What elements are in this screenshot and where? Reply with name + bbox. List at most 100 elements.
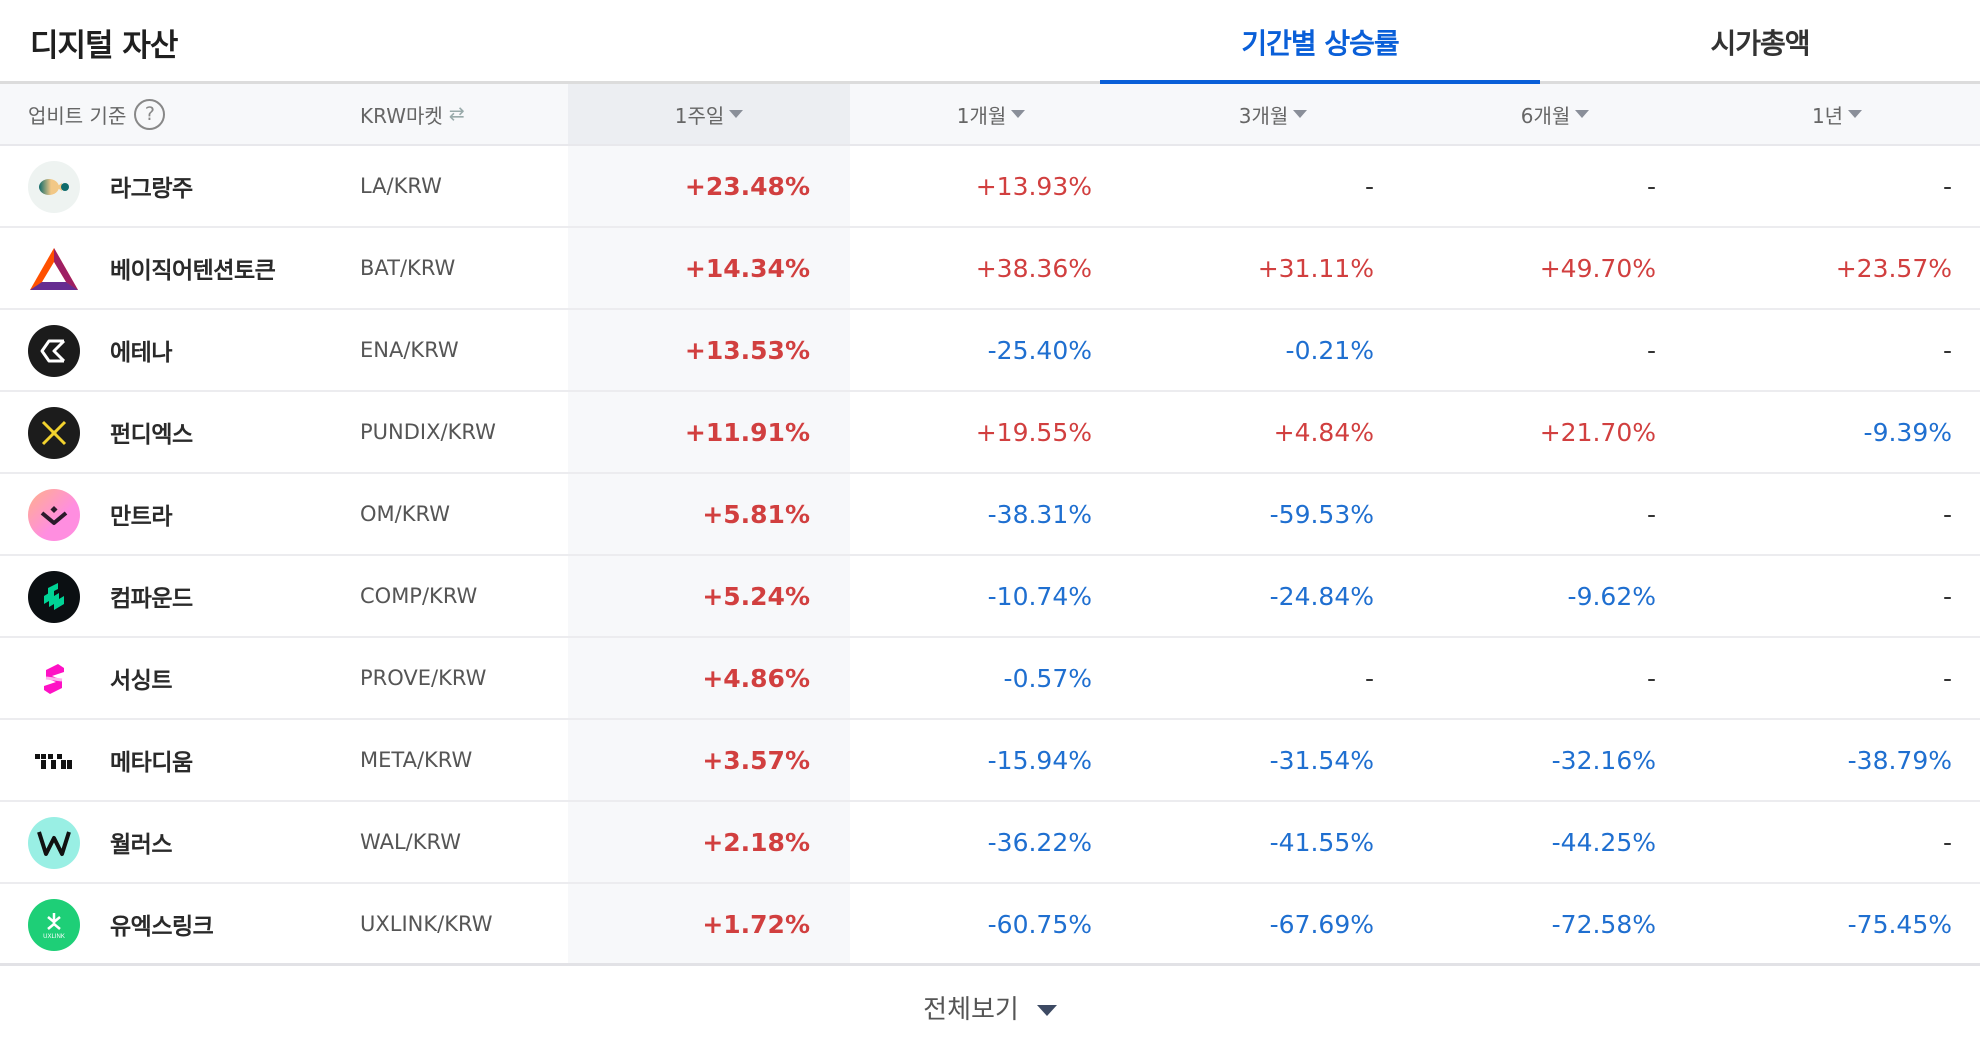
change-1month: +38.36% [975,253,1092,283]
change-6month: -72.58% [1551,909,1656,939]
tab-period-return[interactable]: 기간별 상승률 [1100,0,1540,87]
table-body: 라그랑주 LA/KRW +23.48% +13.93% - - - 베이직어텐션… [0,146,1980,966]
change-1month: -25.40% [987,335,1092,365]
compound-icon [28,571,80,623]
coin-name: 펀디엑스 [110,422,193,448]
coin-market: LA/KRW [360,174,442,198]
caret-down-icon [1575,110,1590,118]
period-label: 1년 [1811,103,1844,128]
change-1week: +14.34% [684,253,810,283]
change-1month: -38.31% [987,499,1092,529]
change-1year: - [1942,335,1952,365]
change-1week: +2.18% [702,827,810,857]
change-1year: -75.45% [1847,909,1952,939]
table-row[interactable]: 월러스 WAL/KRW +2.18% -36.22% -41.55% -44.2… [0,802,1980,884]
change-1year: - [1942,171,1952,201]
change-3month: -24.84% [1269,581,1374,611]
caret-down-icon [729,110,744,118]
table-row[interactable]: 만트라 OM/KRW +5.81% -38.31% -59.53% - - [0,474,1980,556]
change-6month: - [1646,663,1656,693]
change-1year: - [1942,499,1952,529]
coin-market: PROVE/KRW [360,666,487,690]
caret-down-icon [1848,110,1863,118]
table-row[interactable]: UXLINK 유엑스링크 UXLINK/KRW +1.72% -60.75% -… [0,884,1980,966]
period-label: 3개월 [1238,103,1289,128]
table-row[interactable]: 컴파운드 COMP/KRW +5.24% -10.74% -24.84% -9.… [0,556,1980,638]
market-label: KRW마켓 [360,103,443,128]
top-bar: 디지털 자산 기간별 상승률 시가총액 [0,0,1980,87]
bat-icon [28,243,80,295]
page-title: 디지털 자산 [30,28,178,64]
change-6month: - [1646,499,1656,529]
coin-market: BAT/KRW [360,256,456,280]
table-row[interactable]: 메타디움 META/KRW +3.57% -15.94% -31.54% -32… [0,720,1980,802]
caret-down-icon [1293,110,1308,118]
change-3month: - [1364,663,1374,693]
sort-1year[interactable]: 1년 [1696,84,1978,144]
period-label: 1개월 [956,103,1007,128]
coin-market: WAL/KRW [360,830,462,854]
sort-6month[interactable]: 6개월 [1414,84,1696,144]
change-1week: +4.86% [702,663,810,693]
metadium-icon [28,735,80,787]
sort-1month[interactable]: 1개월 [850,84,1132,144]
change-1month: -15.94% [987,745,1092,775]
table-row[interactable]: 베이직어텐션토큰 BAT/KRW +14.34% +38.36% +31.11%… [0,228,1980,310]
change-1year: - [1942,581,1952,611]
table-row[interactable]: 펀디엑스 PUNDIX/KRW +11.91% +19.55% +4.84% +… [0,392,1980,474]
change-1month: -60.75% [987,909,1092,939]
view-all-label: 전체보기 [923,994,1019,1025]
change-1week: +11.91% [684,417,810,447]
change-1week: +23.48% [684,171,810,201]
coin-market: OM/KRW [360,502,450,526]
coin-market: UXLINK/KRW [360,912,493,936]
change-1year: -9.39% [1863,417,1952,447]
change-1month: -10.74% [987,581,1092,611]
change-1month: -36.22% [987,827,1092,857]
market-toggle[interactable]: KRW마켓 ⇄ [360,84,465,144]
change-1year: - [1942,663,1952,693]
change-1year: -38.79% [1847,745,1952,775]
change-6month: -32.16% [1551,745,1656,775]
change-3month: +31.11% [1257,253,1374,283]
view-all-button[interactable]: 전체보기 [923,989,1057,1026]
coin-market: META/KRW [360,748,473,772]
change-6month: - [1646,171,1656,201]
tab-market-cap[interactable]: 시가총액 [1710,27,1810,60]
change-6month: +21.70% [1539,417,1656,447]
caret-down-icon [1036,1004,1057,1016]
coin-name: 만트라 [110,504,172,530]
coin-market: PUNDIX/KRW [360,420,496,444]
swap-icon: ⇄ [448,103,465,125]
change-1year: +23.57% [1835,253,1952,283]
table-row[interactable]: 라그랑주 LA/KRW +23.48% +13.93% - - - [0,146,1980,228]
change-1month: +19.55% [975,417,1092,447]
change-1week: +3.57% [702,745,810,775]
table-row[interactable]: 서싱트 PROVE/KRW +4.86% -0.57% - - - [0,638,1980,720]
pundix-icon [28,407,80,459]
caret-down-icon [1011,110,1026,118]
change-3month: -59.53% [1269,499,1374,529]
uxlink-icon: UXLINK [28,899,80,951]
sort-1week[interactable]: 1주일 [568,84,850,144]
period-label: 1주일 [674,103,725,128]
sort-3month[interactable]: 3개월 [1132,84,1414,144]
coin-name: 메타디움 [110,750,193,776]
ethena-icon [28,325,80,377]
help-icon[interactable]: ? [134,98,166,130]
change-3month: -67.69% [1269,909,1374,939]
basis-header: 업비트 기준 ? [28,84,166,144]
walrus-icon [28,817,80,869]
coin-name: 서싱트 [110,668,172,694]
change-3month: -0.21% [1285,335,1374,365]
table-header: 업비트 기준 ? KRW마켓 ⇄ 1주일 1개월 3개월 6개월 1년 [0,84,1980,146]
coin-name: 라그랑주 [110,176,193,202]
table-row[interactable]: 에테나 ENA/KRW +13.53% -25.40% -0.21% - - [0,310,1980,392]
coin-name: 유엑스링크 [110,914,214,940]
change-6month: -9.62% [1567,581,1656,611]
succinct-icon [28,653,80,705]
change-1week: +13.53% [684,335,810,365]
change-1week: +5.24% [702,581,810,611]
mantra-icon [28,489,80,541]
footer: 전체보기 [0,968,1980,1046]
